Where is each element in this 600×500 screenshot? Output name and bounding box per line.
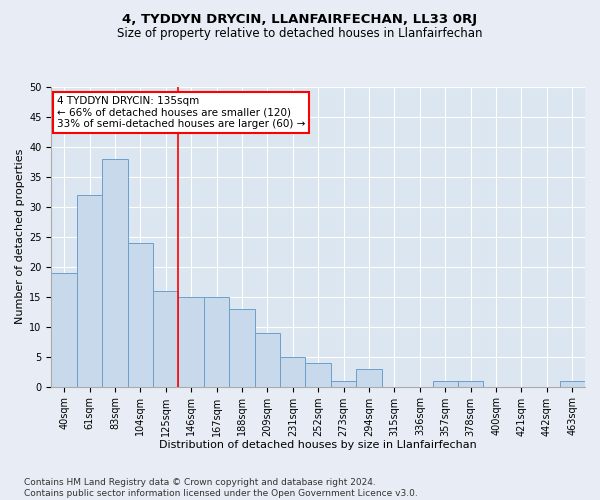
- Bar: [153, 290, 178, 386]
- Bar: [77, 195, 102, 386]
- Bar: [331, 380, 356, 386]
- Bar: [229, 308, 254, 386]
- Text: Contains HM Land Registry data © Crown copyright and database right 2024.
Contai: Contains HM Land Registry data © Crown c…: [24, 478, 418, 498]
- Bar: [52, 273, 77, 386]
- Bar: [128, 243, 153, 386]
- Y-axis label: Number of detached properties: Number of detached properties: [15, 149, 25, 324]
- Bar: [254, 332, 280, 386]
- Bar: [204, 296, 229, 386]
- Bar: [305, 362, 331, 386]
- Bar: [280, 356, 305, 386]
- Bar: [102, 159, 128, 386]
- X-axis label: Distribution of detached houses by size in Llanfairfechan: Distribution of detached houses by size …: [160, 440, 477, 450]
- Bar: [433, 380, 458, 386]
- Bar: [356, 368, 382, 386]
- Text: 4 TYDDYN DRYCIN: 135sqm
← 66% of detached houses are smaller (120)
33% of semi-d: 4 TYDDYN DRYCIN: 135sqm ← 66% of detache…: [57, 96, 305, 129]
- Text: Size of property relative to detached houses in Llanfairfechan: Size of property relative to detached ho…: [117, 28, 483, 40]
- Bar: [458, 380, 484, 386]
- Bar: [560, 380, 585, 386]
- Bar: [178, 296, 204, 386]
- Text: 4, TYDDYN DRYCIN, LLANFAIRFECHAN, LL33 0RJ: 4, TYDDYN DRYCIN, LLANFAIRFECHAN, LL33 0…: [122, 12, 478, 26]
